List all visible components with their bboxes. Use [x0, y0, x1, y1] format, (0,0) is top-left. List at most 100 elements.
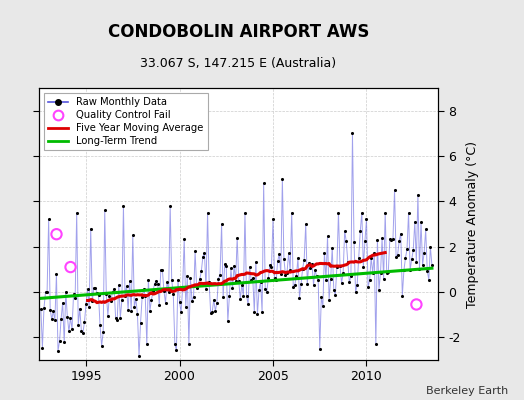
Point [266, 262, 274, 268]
Point [414, 191, 422, 198]
Point [203, 210, 212, 216]
Point [94, 292, 103, 299]
Point [166, 203, 174, 209]
Point [281, 271, 290, 278]
Point [304, 259, 313, 266]
Point [261, 286, 269, 292]
Point [357, 210, 366, 216]
Text: Berkeley Earth: Berkeley Earth [426, 386, 508, 396]
Point [200, 250, 209, 256]
Point [300, 256, 308, 263]
Point [242, 292, 250, 299]
Point [136, 319, 145, 326]
Point [152, 278, 160, 284]
Point [292, 273, 301, 279]
Point [113, 316, 122, 323]
Point [224, 318, 232, 325]
Point [124, 307, 132, 314]
Point [157, 266, 165, 273]
Point [315, 346, 324, 352]
Point [150, 280, 159, 287]
Point [275, 251, 283, 257]
Point [264, 275, 272, 282]
Point [169, 291, 178, 298]
Point [52, 271, 61, 277]
Point [146, 307, 154, 314]
Point [202, 285, 210, 292]
Point [180, 236, 189, 242]
Point [317, 294, 325, 300]
Point [102, 291, 111, 297]
Point [352, 289, 360, 295]
Point [191, 248, 199, 254]
Point [328, 244, 336, 251]
Point [370, 250, 378, 257]
Point [79, 330, 87, 336]
Point [303, 281, 311, 288]
Point [258, 309, 266, 315]
Point [217, 221, 226, 227]
Point [400, 267, 408, 274]
Point [278, 176, 287, 182]
Point [342, 238, 351, 244]
Point [314, 277, 322, 283]
Point [248, 275, 257, 281]
Point [141, 292, 149, 299]
Point [269, 216, 277, 223]
Point [91, 284, 100, 291]
Point [56, 338, 64, 344]
Point [362, 216, 370, 223]
Point [311, 267, 319, 274]
Point [319, 302, 327, 309]
Point [97, 342, 106, 349]
Point [216, 272, 224, 278]
Point [259, 180, 268, 186]
Point [195, 276, 204, 282]
Point [361, 238, 369, 244]
Point [194, 282, 202, 288]
Point [197, 268, 205, 274]
Point [365, 277, 374, 283]
Point [280, 256, 288, 262]
Point [325, 297, 333, 303]
Point [299, 266, 307, 272]
Point [186, 275, 194, 281]
Point [418, 262, 427, 268]
Point [238, 282, 246, 288]
Y-axis label: Temperature Anomaly (°C): Temperature Anomaly (°C) [466, 140, 479, 308]
Point [239, 293, 248, 299]
Point [375, 286, 383, 293]
Point [108, 288, 117, 295]
Point [57, 316, 66, 322]
Point [125, 278, 134, 284]
Point [378, 235, 386, 241]
Point [255, 287, 263, 294]
Point [219, 294, 227, 301]
Point [205, 279, 213, 286]
Point [188, 298, 196, 304]
Point [250, 309, 258, 316]
Point [326, 276, 335, 282]
Point [174, 276, 182, 283]
Text: 33.067 S, 147.215 E (Australia): 33.067 S, 147.215 E (Australia) [140, 58, 336, 70]
Point [403, 246, 411, 252]
Point [227, 265, 235, 272]
Point [423, 268, 431, 274]
Point [390, 187, 399, 193]
Point [85, 304, 93, 310]
Point [368, 270, 377, 276]
Point [263, 289, 271, 295]
Point [288, 210, 296, 216]
Point [107, 298, 115, 304]
Point [230, 263, 238, 269]
Point [115, 282, 123, 288]
Point [101, 207, 109, 214]
Point [353, 282, 362, 288]
Point [245, 263, 254, 270]
Point [241, 210, 249, 216]
Point [104, 312, 112, 319]
Point [168, 277, 176, 284]
Point [208, 308, 216, 315]
Point [394, 251, 402, 258]
Point [235, 277, 243, 284]
